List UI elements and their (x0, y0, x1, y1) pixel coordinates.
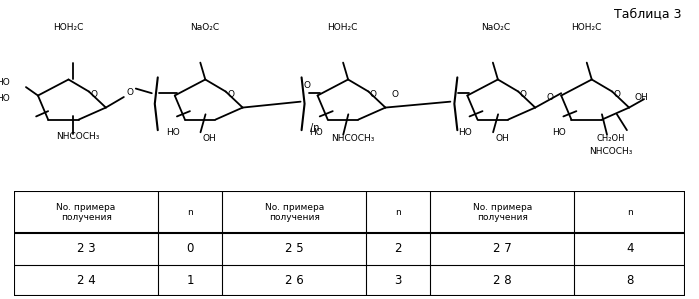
Text: NHCOCH₃: NHCOCH₃ (56, 132, 99, 141)
Text: O: O (547, 92, 554, 102)
Text: O: O (614, 90, 621, 99)
Text: HO: HO (309, 128, 322, 137)
Text: 8: 8 (626, 274, 633, 287)
Text: 0: 0 (187, 242, 194, 255)
Text: NaO₂C: NaO₂C (481, 23, 510, 32)
Text: 4: 4 (626, 242, 633, 255)
Text: OH: OH (634, 92, 648, 102)
Text: HO: HO (0, 78, 10, 87)
Text: No. примера
получения: No. примера получения (264, 203, 324, 222)
Text: 3: 3 (394, 274, 402, 287)
Text: No. примера
получения: No. примера получения (57, 203, 116, 222)
Text: HO: HO (552, 128, 566, 137)
Text: O: O (392, 90, 399, 99)
Text: Таблица 3: Таблица 3 (614, 7, 682, 20)
Text: NHCOCH₃: NHCOCH₃ (331, 134, 374, 143)
Text: n: n (627, 208, 633, 217)
Text: 2 3: 2 3 (77, 242, 96, 255)
Text: 2 7: 2 7 (493, 242, 512, 255)
Text: 2 8: 2 8 (493, 274, 512, 287)
Text: NHCOCH₃: NHCOCH₃ (589, 147, 633, 156)
Text: n: n (187, 208, 193, 217)
Text: NaO₂C: NaO₂C (190, 23, 219, 32)
Text: n: n (395, 208, 401, 217)
Text: 2 5: 2 5 (284, 242, 303, 255)
Text: HOH₂C: HOH₂C (52, 23, 83, 32)
Text: O: O (227, 90, 234, 99)
Text: No. примера
получения: No. примера получения (473, 203, 532, 222)
Text: 2: 2 (394, 242, 402, 255)
Text: HO: HO (166, 128, 180, 137)
Text: HO: HO (459, 128, 473, 137)
Text: HO: HO (0, 94, 10, 103)
Text: 2 6: 2 6 (284, 274, 303, 287)
Text: 1: 1 (187, 274, 194, 287)
Text: O: O (127, 88, 134, 97)
Text: 2 4: 2 4 (77, 274, 96, 287)
Text: OH: OH (496, 134, 509, 143)
Text: HOH₂C: HOH₂C (571, 23, 601, 32)
Text: /n: /n (310, 123, 319, 133)
Text: CH₂OH: CH₂OH (597, 134, 626, 143)
Text: O: O (90, 90, 97, 99)
Text: HOH₂C: HOH₂C (327, 23, 358, 32)
Text: OH: OH (203, 134, 217, 143)
Text: O: O (520, 90, 527, 99)
Text: O: O (303, 81, 310, 90)
Text: O: O (370, 90, 377, 99)
